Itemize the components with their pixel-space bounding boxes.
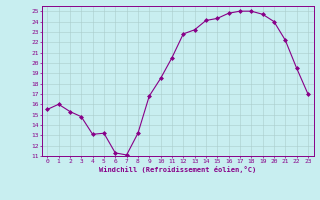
X-axis label: Windchill (Refroidissement éolien,°C): Windchill (Refroidissement éolien,°C) bbox=[99, 166, 256, 173]
